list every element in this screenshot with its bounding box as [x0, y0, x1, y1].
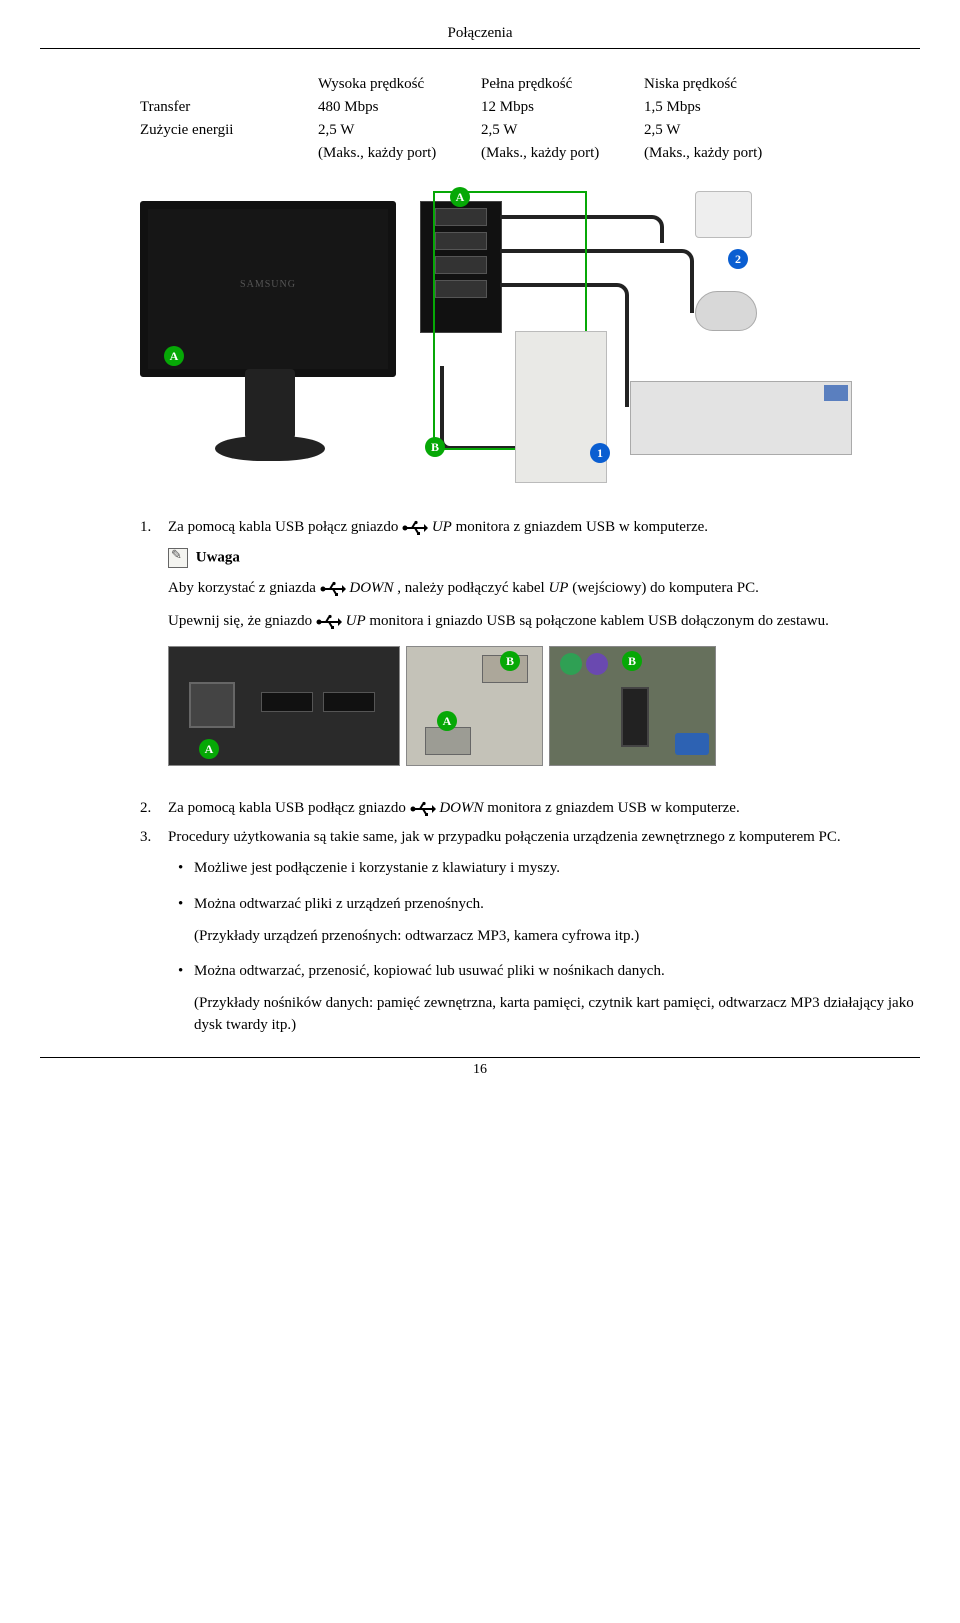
table-cell — [140, 73, 318, 96]
text: Upewnij się, że gniazdo — [168, 613, 316, 629]
text: (wejściowy) do komputera PC. — [572, 580, 759, 596]
photo-row: A A B B — [168, 646, 920, 766]
badge-1: 1 — [590, 443, 610, 463]
mouse-illustration — [695, 291, 757, 331]
badge-a: A — [164, 346, 184, 366]
badge-a: A — [450, 187, 470, 207]
monitor-base — [215, 436, 325, 461]
text: monitora z gniazdem USB w komputerze. — [487, 800, 739, 816]
text-italic: UP — [432, 519, 452, 535]
text: Za pomocą kabla USB połącz gniazdo — [168, 519, 402, 535]
photo-usb-cable: A B — [406, 646, 543, 766]
step-3: 3. Procedury użytkowania są takie same, … — [140, 829, 920, 846]
badge-b: B — [500, 651, 520, 671]
table-cell: Pełna prędkość — [481, 73, 644, 96]
note-icon — [168, 548, 188, 568]
usb-icon — [316, 614, 342, 630]
text: (Przykłady urządzeń przenośnych: odtwarz… — [194, 926, 920, 948]
text: Możliwe jest podłączenie i korzystanie z… — [194, 860, 560, 876]
badge-b: B — [425, 437, 445, 457]
table-cell: Niska prędkość — [644, 73, 807, 96]
table-cell: (Maks., każdy port) — [318, 142, 481, 165]
text: , należy podłączyć kabel — [397, 580, 548, 596]
table-row: (Maks., każdy port) (Maks., każdy port) … — [140, 142, 807, 165]
usb-icon — [402, 520, 428, 536]
badge-a: A — [199, 739, 219, 759]
text: Aby korzystać z gniazda — [168, 580, 320, 596]
text-italic: DOWN — [349, 580, 393, 596]
badge-b: B — [622, 651, 642, 671]
table-cell: Zużycie energii — [140, 119, 318, 142]
keyboard-illustration — [630, 381, 852, 455]
table-cell: 2,5 W — [644, 119, 807, 142]
text-italic: UP — [346, 613, 366, 629]
list-item: Możliwe jest podłączenie i korzystanie z… — [172, 858, 920, 880]
step-body: Za pomocą kabla USB połącz gniazdo UP mo… — [168, 519, 920, 536]
table-cell: Wysoka prędkość — [318, 73, 481, 96]
step-number: 3. — [140, 829, 168, 846]
page-number: 16 — [40, 1062, 920, 1078]
table-cell: 2,5 W — [481, 119, 644, 142]
text: Za pomocą kabla USB podłącz gniazdo — [168, 800, 410, 816]
list-item: Można odtwarzać pliki z urządzeń przenoś… — [172, 894, 920, 948]
text: Można odtwarzać pliki z urządzeń przenoś… — [194, 896, 484, 912]
uwaga-label: Uwaga — [196, 549, 240, 565]
header-rule — [40, 48, 920, 49]
adapter-illustration — [695, 191, 752, 238]
step-1: 1. Za pomocą kabla USB połącz gniazdo UP… — [140, 519, 920, 536]
note-paragraph: Aby korzystać z gniazda DOWN , należy po… — [168, 580, 920, 597]
text: Można odtwarzać, przenosić, kopiować lub… — [194, 963, 665, 979]
table-cell: (Maks., każdy port) — [481, 142, 644, 165]
table-row: Transfer 480 Mbps 12 Mbps 1,5 Mbps — [140, 96, 807, 119]
list-item: Można odtwarzać, przenosić, kopiować lub… — [172, 961, 920, 1036]
table-cell: Transfer — [140, 96, 318, 119]
table-cell: (Maks., każdy port) — [644, 142, 807, 165]
table-cell: 480 Mbps — [318, 96, 481, 119]
text: monitora z gniazdem USB w komputerze. — [456, 519, 708, 535]
uwaga-note: Uwaga — [168, 548, 920, 568]
bullet-list: Możliwe jest podłączenie i korzystanie z… — [172, 858, 920, 1037]
table-cell: 1,5 Mbps — [644, 96, 807, 119]
table-row: Zużycie energii 2,5 W 2,5 W 2,5 W — [140, 119, 807, 142]
text-italic: DOWN — [439, 800, 483, 816]
step-body: Za pomocą kabla USB podłącz gniazdo DOWN… — [168, 800, 920, 817]
step-body: Procedury użytkowania są takie same, jak… — [168, 829, 920, 846]
step-2: 2. Za pomocą kabla USB podłącz gniazdo D… — [140, 800, 920, 817]
photo-pc-ports: B — [549, 646, 716, 766]
table-cell: 12 Mbps — [481, 96, 644, 119]
usb-icon — [410, 801, 436, 817]
monitor-stand — [245, 369, 295, 439]
footer-rule — [40, 1057, 920, 1058]
page-header: Połączenia — [40, 25, 920, 42]
badge-2: 2 — [728, 249, 748, 269]
usb-icon — [320, 581, 346, 597]
text: monitora i gniazdo USB są połączone kabl… — [369, 613, 828, 629]
step-number: 1. — [140, 519, 168, 536]
badge-a: A — [437, 711, 457, 731]
note-paragraph: Upewnij się, że gniazdo UP monitora i gn… — [168, 613, 920, 630]
photo-monitor-ports: A — [168, 646, 400, 766]
text-italic: UP — [548, 580, 568, 596]
step-number: 2. — [140, 800, 168, 817]
table-cell: 2,5 W — [318, 119, 481, 142]
connection-diagram: A A B 1 2 — [140, 191, 860, 481]
text: (Przykłady nośników danych: pamięć zewnę… — [194, 993, 920, 1037]
table-header-row: Wysoka prędkość Pełna prędkość Niska prę… — [140, 73, 807, 96]
speed-table: Wysoka prędkość Pełna prędkość Niska prę… — [140, 73, 807, 165]
table-cell — [140, 142, 318, 165]
